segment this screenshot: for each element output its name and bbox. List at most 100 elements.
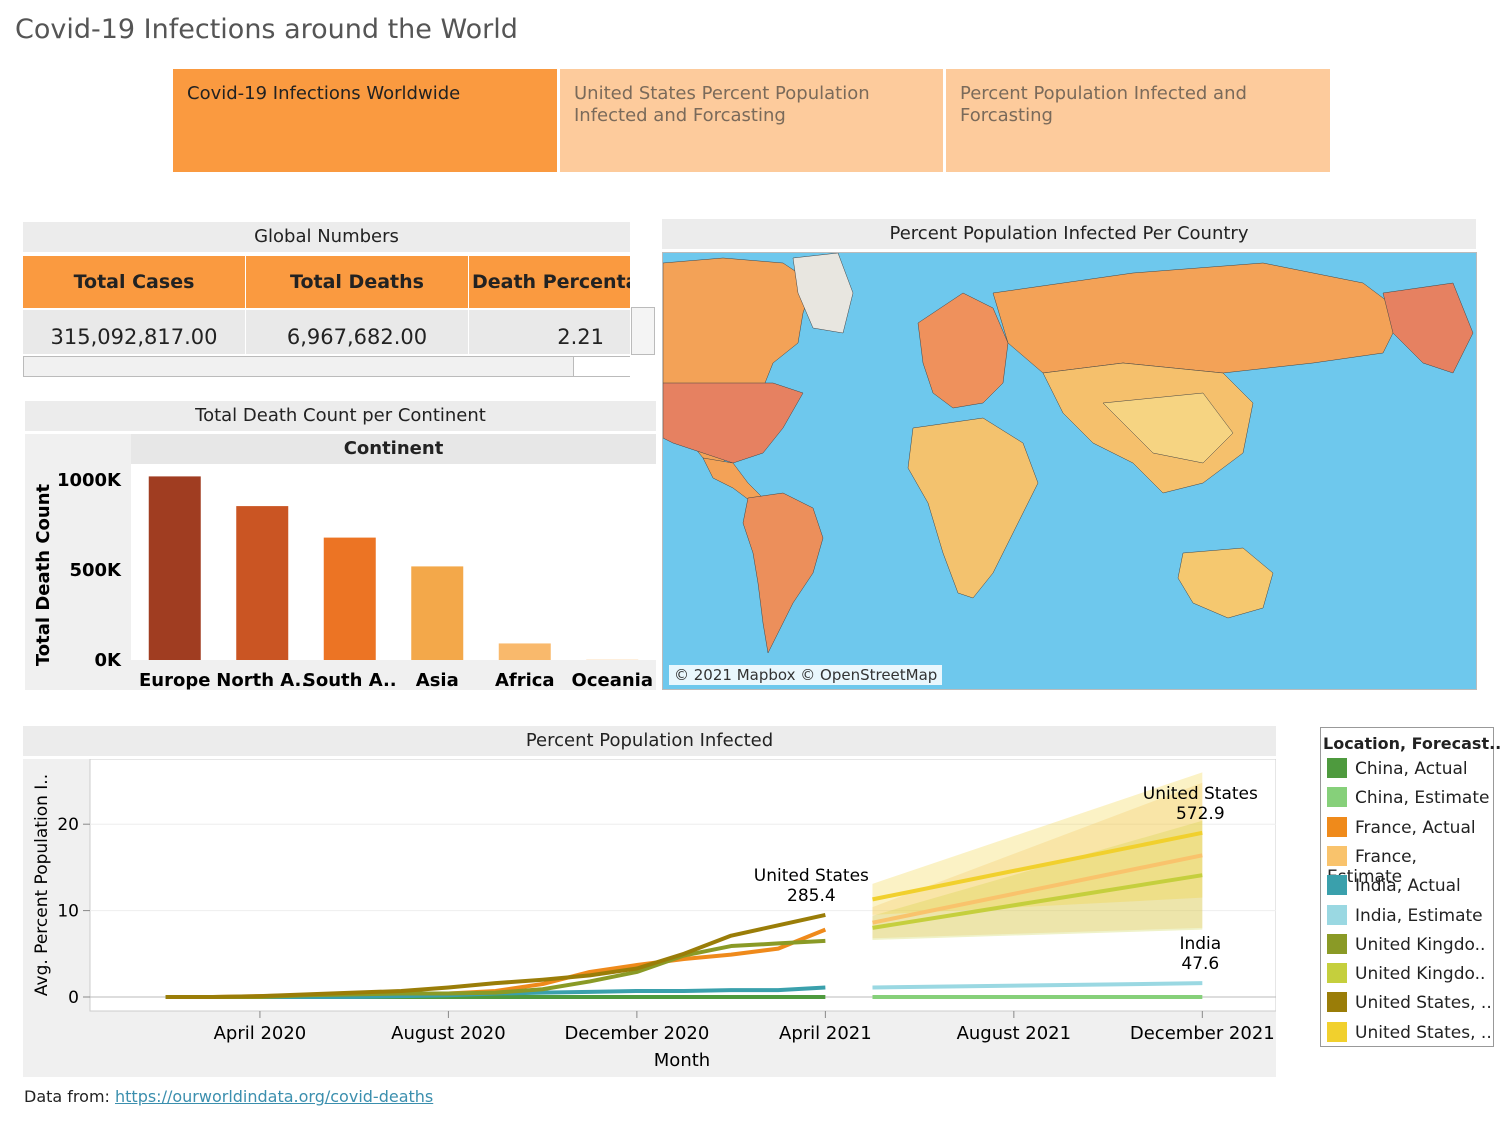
series-line[interactable] (872, 853, 1203, 925)
bar-asia[interactable] (411, 566, 464, 660)
line-chart-plot-area (89, 759, 1276, 1012)
legend-label: United Kingdo.. (1355, 934, 1486, 955)
bar-ytick-label: 1000K (57, 470, 122, 491)
forecast-band (872, 772, 1203, 915)
legend-label: China, Actual (1355, 759, 1468, 779)
africa-region (907, 417, 1039, 599)
tab-percent-forecasting[interactable]: Percent Population Infected and Forcasti… (946, 69, 1330, 172)
world-map-svg (663, 253, 1476, 689)
bar-category-label: Africa (495, 670, 555, 690)
page-title: Covid-19 Infections around the World (15, 14, 518, 45)
legend-swatch (1327, 1021, 1347, 1042)
tab-worldwide[interactable]: Covid-19 Infections Worldwide (173, 69, 557, 172)
legend-item[interactable]: China, Estimate (1327, 787, 1489, 808)
line-chart-legend[interactable]: Location, Forecast.. China, Actual China,… (1320, 727, 1501, 1047)
line-ytick-label: 20 (57, 815, 79, 835)
bar-category-label: Europe (139, 670, 210, 690)
forecast-band (872, 782, 1203, 939)
bar-category-label: North A.. (216, 670, 308, 690)
annotation-location: India (1179, 934, 1221, 954)
series-line[interactable] (872, 830, 1203, 902)
value-total-cases: 315,092,817.00 (23, 310, 245, 354)
line-xtick-label: April 2020 (214, 1023, 307, 1044)
vertical-scrollbar[interactable] (631, 307, 655, 355)
line-ytick-label: 10 (57, 902, 79, 922)
continent-header: Continent (131, 434, 656, 464)
legend-item[interactable]: United Kingdo.. (1327, 963, 1485, 984)
series-line[interactable] (872, 981, 1203, 990)
footer-prefix: Data from: (24, 1087, 115, 1106)
annotation-value: 572.9 (1176, 804, 1225, 824)
death-count-title: Total Death Count per Continent (25, 401, 656, 431)
legend-item[interactable]: China, Actual (1327, 758, 1468, 779)
bar-ytick-label: 500K (69, 560, 122, 581)
line-chart-title: Percent Population Infected (23, 726, 1276, 756)
bar-category-label: South A.. (303, 670, 397, 690)
footer: Data from: https://ourworldindata.org/co… (24, 1087, 433, 1106)
bar-category-label: Asia (416, 670, 459, 690)
legend-item[interactable]: United Kingdo.. (1327, 933, 1486, 955)
value-death-percentage: 2.21 (469, 310, 630, 354)
world-map[interactable]: © 2021 Mapbox © OpenStreetMap (662, 252, 1477, 690)
global-numbers-title: Global Numbers (23, 222, 630, 252)
legend-swatch (1327, 992, 1347, 1013)
bar-south-a-[interactable] (323, 537, 376, 660)
line-xtick-label: December 2020 (564, 1023, 709, 1044)
legend-item[interactable]: France, Actual (1327, 816, 1476, 838)
legend-swatch (1327, 963, 1347, 984)
line-xtick-label: August 2020 (391, 1023, 506, 1044)
line-xtick-label: August 2021 (957, 1023, 1072, 1044)
source-link[interactable]: https://ourworldindata.org/covid-deaths (115, 1087, 434, 1106)
legend-label: China, Estimate (1355, 788, 1490, 809)
annotation-location: United States (1143, 784, 1258, 804)
annotation-location: United States (754, 866, 869, 886)
australia-region (1177, 547, 1274, 619)
bar-chart: 0K 500K 1000K Europe North A..South A.. Asia… (33, 464, 656, 690)
legend-item[interactable]: United States, .. (1327, 1021, 1492, 1043)
legend-swatch (1327, 816, 1347, 837)
greenland-region (792, 253, 854, 334)
legend-label: India, Estimate (1355, 905, 1483, 926)
legend-label: United States, .. (1355, 993, 1492, 1014)
tab-us-forecasting[interactable]: United States Percent Population Infecte… (560, 69, 943, 172)
bar-europe[interactable] (148, 476, 201, 660)
legend-label: United States, .. (1355, 1022, 1492, 1043)
line-ytick-label: 0 (68, 988, 79, 1008)
bar-category-label: Oceania (572, 670, 653, 690)
legend-swatch (1327, 933, 1347, 954)
annotation-value: 47.6 (1181, 954, 1219, 974)
bar-north-a-[interactable] (236, 506, 289, 660)
russia-region (992, 262, 1404, 374)
series-line[interactable] (872, 873, 1203, 930)
bar-chart-ylabel: Total Death Count (33, 483, 54, 666)
legend-item[interactable]: India, Actual (1327, 875, 1461, 896)
header-death-percentage: Death Percentag (469, 256, 630, 308)
header-total-deaths: Total Deaths (246, 256, 468, 308)
line-xtick-label: December 2021 (1130, 1023, 1275, 1044)
map-title: Percent Population Infected Per Country (662, 219, 1476, 249)
legend-swatch (1327, 845, 1347, 866)
legend-item[interactable]: United States, .. (1327, 992, 1492, 1013)
map-attribution[interactable]: © 2021 Mapbox © OpenStreetMap (669, 665, 943, 685)
europe-region (917, 292, 1009, 409)
bar-chart-plot-area (131, 464, 656, 660)
bar-ytick-label: 0K (95, 650, 123, 671)
line-xtick-label: April 2021 (779, 1023, 872, 1044)
line-chart-ylabel: Avg. Percent Population I.. (32, 774, 52, 996)
usa-region (663, 382, 804, 464)
bar-africa[interactable] (498, 643, 551, 660)
legend-label: United Kingdo.. (1355, 964, 1486, 985)
header-total-cases: Total Cases (23, 256, 245, 308)
legend-swatch (1327, 904, 1347, 925)
legend-swatch (1327, 875, 1347, 896)
alaska-region (1382, 282, 1474, 374)
horizontal-scrollbar[interactable] (23, 356, 630, 377)
line-chart-xaxis-bg (23, 1011, 1276, 1077)
legend-item[interactable]: India, Estimate (1327, 904, 1483, 926)
series-line[interactable] (165, 912, 826, 999)
south-america-region (742, 492, 824, 654)
horizontal-scrollbar-thumb[interactable] (573, 357, 630, 376)
legend-swatch (1327, 758, 1347, 778)
legend-label: India, Actual (1355, 876, 1461, 897)
china-region (1102, 392, 1234, 464)
